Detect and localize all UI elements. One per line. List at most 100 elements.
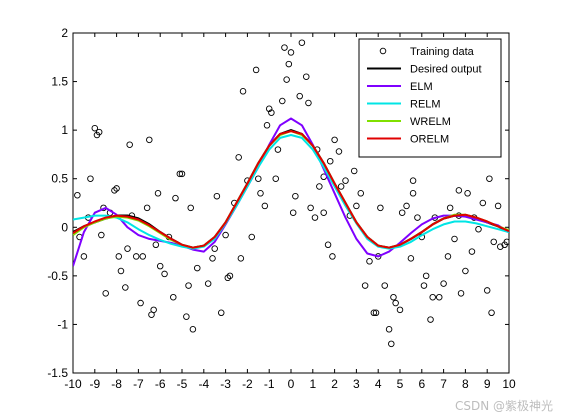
x-tick-label-5: 5	[397, 377, 404, 391]
training-point-78	[329, 253, 336, 260]
y-tick-label-1.5: 1.5	[51, 75, 68, 89]
training-point-26	[152, 241, 160, 249]
series-line-relm	[73, 134, 509, 250]
training-point-110	[435, 293, 443, 301]
training-point-65	[289, 209, 297, 216]
training-point-36	[185, 282, 192, 289]
training-point-4	[87, 175, 94, 182]
training-point-103	[414, 214, 421, 221]
training-point-11	[111, 187, 118, 194]
training-point-15	[122, 284, 129, 291]
y-tick-label--1.5: -1.5	[47, 366, 68, 380]
training-point-107	[427, 316, 434, 323]
training-point-38	[189, 326, 197, 333]
training-point-40	[204, 280, 212, 287]
training-point-116	[457, 290, 465, 297]
training-point-86	[357, 190, 365, 197]
training-point-119	[468, 248, 476, 255]
training-point-61	[281, 44, 288, 51]
training-point-60	[279, 97, 286, 105]
x-tick-label-4: 4	[375, 377, 382, 391]
training-point-79	[331, 136, 338, 144]
training-point-44	[222, 231, 229, 239]
training-point-113	[446, 204, 454, 212]
x-tick-label--6: -6	[155, 377, 166, 391]
training-point-55	[261, 202, 269, 210]
x-tick-label--5: -5	[177, 377, 188, 391]
training-point-19	[132, 253, 140, 260]
training-point-71	[307, 204, 314, 212]
legend-label-desired-output: Desired output	[410, 64, 482, 76]
training-point-64	[287, 49, 295, 56]
training-point-95	[388, 340, 395, 348]
training-point-2	[80, 253, 88, 260]
training-point-20	[137, 299, 144, 307]
training-point-100	[403, 202, 410, 210]
x-tick-label-6: 6	[418, 377, 425, 391]
training-point-76	[324, 241, 332, 249]
training-point-12	[113, 185, 120, 192]
training-point-77	[326, 157, 334, 165]
x-tick-label-8: 8	[462, 377, 469, 391]
training-point-102	[409, 190, 417, 197]
training-point-16	[124, 245, 131, 252]
training-point-46	[226, 272, 234, 280]
training-point-124	[486, 175, 493, 182]
training-point-131	[263, 122, 271, 129]
training-point-85	[353, 202, 360, 210]
x-tick-label--3: -3	[220, 377, 231, 391]
legend-label-training-data: Training data	[410, 46, 475, 58]
training-point-66	[292, 192, 299, 200]
legend-label-orelm: ORELM	[410, 134, 449, 146]
legend-box	[358, 38, 502, 158]
y-tick-label-2: 2	[61, 26, 68, 40]
series-line-elm	[73, 117, 509, 267]
legend-label-relm: RELM	[410, 99, 441, 111]
training-point-94	[385, 326, 393, 333]
training-point-97	[392, 299, 399, 307]
training-point-54	[257, 190, 264, 197]
training-point-27	[154, 190, 162, 197]
training-point-63	[285, 60, 293, 68]
training-point-112	[444, 253, 452, 260]
x-tick-label-3: 3	[353, 377, 360, 391]
x-tick-label-9: 9	[484, 377, 491, 391]
x-tick-label-0: 0	[288, 377, 295, 391]
training-point-13	[115, 253, 123, 260]
training-point-7	[95, 128, 103, 136]
training-point-53	[255, 175, 262, 182]
training-point-117	[462, 267, 469, 275]
training-point-87	[361, 282, 369, 289]
training-point-126	[490, 238, 497, 246]
training-point-80	[335, 148, 343, 155]
training-point-121	[475, 225, 482, 233]
training-point-93	[381, 282, 388, 289]
training-point-81	[337, 183, 345, 190]
training-point-70	[305, 99, 312, 107]
training-point-125	[488, 309, 495, 317]
legend-label-elm: ELM	[410, 81, 433, 93]
data-layer	[73, 39, 509, 348]
y-tick-label-0.5: 0.5	[51, 172, 68, 186]
x-tick-label--4: -4	[198, 377, 209, 391]
training-point-69	[303, 73, 310, 80]
training-point-59	[274, 146, 282, 153]
training-point-99	[398, 209, 406, 216]
x-tick-label--8: -8	[111, 377, 122, 391]
training-point-51	[248, 233, 256, 241]
training-point-41	[211, 245, 218, 252]
y-tick-label--0.5: -0.5	[47, 269, 68, 283]
training-point-62	[283, 76, 290, 83]
training-point-84	[350, 167, 358, 175]
training-point-35	[183, 313, 190, 320]
training-point-34	[178, 170, 186, 178]
training-point-75	[320, 209, 327, 216]
training-point-32	[172, 194, 179, 202]
training-point-98	[396, 306, 404, 314]
training-point-5	[91, 124, 99, 132]
training-point-48	[235, 154, 242, 161]
training-point-133	[209, 255, 216, 262]
series-line-orelm	[73, 130, 509, 249]
training-point-28	[156, 262, 164, 270]
training-point-23	[146, 136, 153, 144]
